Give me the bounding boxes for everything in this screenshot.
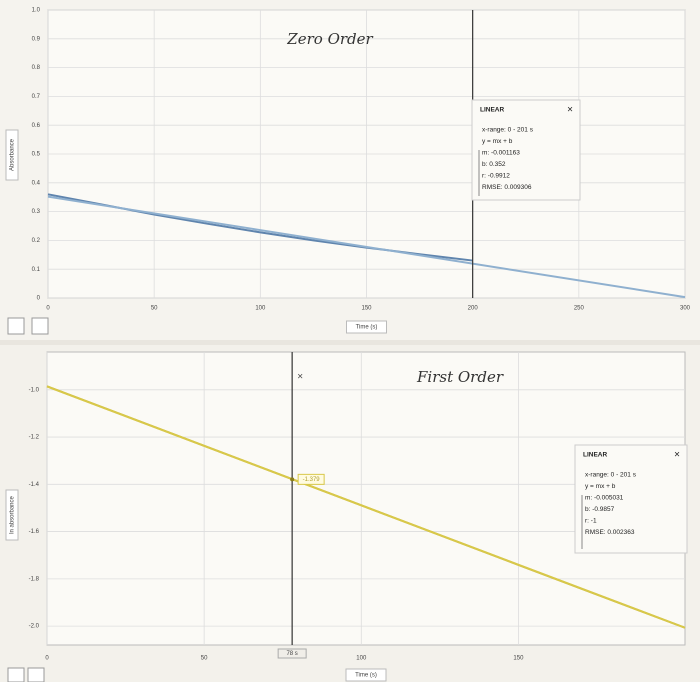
x-tick-label: 50 xyxy=(151,306,158,312)
y-tick-label: -1.6 xyxy=(29,529,40,535)
y-tick-label: 0.9 xyxy=(32,36,41,42)
x-tick-label: 150 xyxy=(513,656,524,662)
fit-line: m: -0.005031 xyxy=(585,495,624,502)
fit-box-frame xyxy=(574,444,688,554)
cursor-label-box xyxy=(277,648,307,659)
x-label-box xyxy=(345,668,387,682)
y-tick-label: -1.4 xyxy=(29,482,40,488)
x-tick-label: 300 xyxy=(680,306,691,312)
y-axis-label: ln absorbance xyxy=(10,495,16,533)
x-axis-label: Time (s) xyxy=(356,325,378,331)
y-label-box xyxy=(5,129,19,181)
data-line xyxy=(47,195,686,299)
x-tick-label: 150 xyxy=(361,306,372,312)
y-tick-label: 0 xyxy=(37,296,41,302)
y-tick-label: 0.8 xyxy=(32,65,41,71)
fit-box-frame xyxy=(471,99,581,201)
x-tick-label: 200 xyxy=(468,306,479,312)
fit-title: LINEAR xyxy=(583,452,608,459)
search-icon[interactable] xyxy=(27,667,45,682)
x-axis-label: Time (s) xyxy=(355,673,377,679)
cursor-label: 78 s xyxy=(286,651,297,657)
cursor-point xyxy=(290,477,295,482)
fit-line: x-range: 0 - 201 s xyxy=(585,472,637,479)
fit-line: y = mx + b xyxy=(482,138,513,145)
close-button[interactable]: × xyxy=(674,450,680,461)
fit-line: r: -1 xyxy=(585,518,597,525)
y-tick-label: -1.8 xyxy=(29,576,40,582)
y-tick-label: 0.3 xyxy=(32,209,41,215)
y-tick-label: -1.2 xyxy=(29,435,40,441)
y-tick-label: 0.2 xyxy=(32,238,41,244)
x-tick-label: 100 xyxy=(356,656,367,662)
close-button[interactable]: × xyxy=(567,105,573,116)
fit-title: LINEAR xyxy=(480,107,505,114)
fit-box: LINEAR × x-range: 0 - 201 s y = mx + b m: -0… xyxy=(471,99,581,201)
fit-line: b: 0.352 xyxy=(482,161,506,168)
y-tick-label: 0.5 xyxy=(32,152,41,158)
y-tick-label: 0.6 xyxy=(32,123,41,129)
y-tick-label: -2.0 xyxy=(29,624,40,630)
zoom-icon[interactable] xyxy=(7,317,25,335)
zoom-icon[interactable] xyxy=(7,667,25,682)
value-box xyxy=(297,473,325,485)
y-axis-label: Absorbance xyxy=(10,138,16,171)
value-label: -1.379 xyxy=(303,477,321,483)
data-line xyxy=(46,385,686,629)
x-tick-label: 0 xyxy=(46,306,50,312)
y-tick-label: -1.0 xyxy=(29,387,40,393)
annotation: First Order xyxy=(416,368,504,386)
fit-line: RMSE: 0.002363 xyxy=(585,529,635,536)
fit-box: LINEAR × x-range: 0 - 201 s y = mx + b m: -0… xyxy=(574,444,688,554)
annotation: Zero Order xyxy=(286,30,373,48)
fit-line: r: -0.9912 xyxy=(482,173,510,180)
y-tick-label: 0.4 xyxy=(32,180,41,186)
x-label-box xyxy=(346,320,387,334)
fit-line: b: -0.9857 xyxy=(585,506,615,513)
search-icon[interactable] xyxy=(31,317,49,335)
x-tick-label: 250 xyxy=(574,306,585,312)
x-tick-label: 100 xyxy=(255,306,266,312)
fit-line: m: -0.001163 xyxy=(482,150,520,157)
y-label-box xyxy=(5,489,19,541)
close-button: × xyxy=(297,372,303,383)
y-tick-label: 1.0 xyxy=(32,8,41,14)
toolbar xyxy=(7,317,49,682)
fit-line: x-range: 0 - 201 s xyxy=(482,127,534,134)
y-tick-label: 0.7 xyxy=(32,94,41,100)
x-tick-label: 50 xyxy=(201,656,208,662)
fit-line: y = mx + b xyxy=(585,483,616,490)
x-tick-label: 0 xyxy=(45,656,49,662)
y-tick-label: 0.1 xyxy=(32,267,41,273)
fit-line: RMSE: 0.009306 xyxy=(482,184,532,191)
